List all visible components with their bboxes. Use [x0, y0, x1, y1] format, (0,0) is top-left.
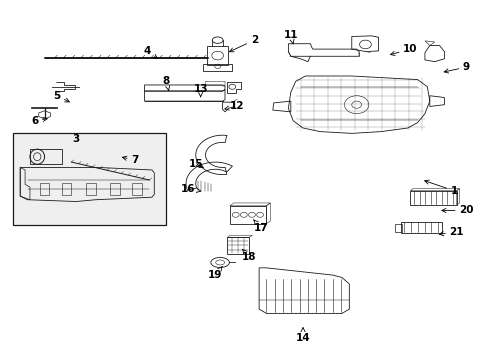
Bar — [203, 64, 232, 71]
Text: 21: 21 — [439, 227, 463, 237]
Bar — [400, 222, 441, 233]
Bar — [61, 183, 71, 195]
Text: 13: 13 — [193, 84, 207, 97]
Text: 5: 5 — [53, 91, 69, 102]
Bar — [206, 45, 228, 65]
Text: 15: 15 — [188, 159, 203, 169]
Text: 17: 17 — [253, 220, 268, 233]
Text: 9: 9 — [443, 62, 469, 73]
Bar — [40, 183, 49, 195]
Bar — [229, 206, 266, 224]
Bar — [13, 134, 166, 225]
Text: 19: 19 — [207, 266, 222, 280]
Text: 10: 10 — [390, 44, 417, 55]
Text: 12: 12 — [224, 102, 244, 112]
Bar — [227, 237, 249, 253]
Text: 3: 3 — [73, 134, 80, 144]
Text: 1: 1 — [424, 180, 457, 196]
Text: 8: 8 — [163, 76, 170, 91]
Text: 11: 11 — [283, 30, 298, 44]
Bar — [30, 149, 61, 164]
Bar — [409, 191, 456, 205]
Text: 16: 16 — [181, 184, 201, 194]
Text: 20: 20 — [441, 206, 473, 216]
Text: 6: 6 — [31, 116, 47, 126]
Bar — [86, 183, 96, 195]
Text: 18: 18 — [242, 249, 256, 262]
Text: 14: 14 — [295, 328, 310, 343]
Text: 2: 2 — [229, 35, 257, 52]
Bar — [132, 183, 142, 195]
Text: 4: 4 — [143, 46, 157, 58]
Text: 7: 7 — [122, 155, 138, 165]
Bar — [110, 183, 120, 195]
Bar — [394, 224, 401, 231]
